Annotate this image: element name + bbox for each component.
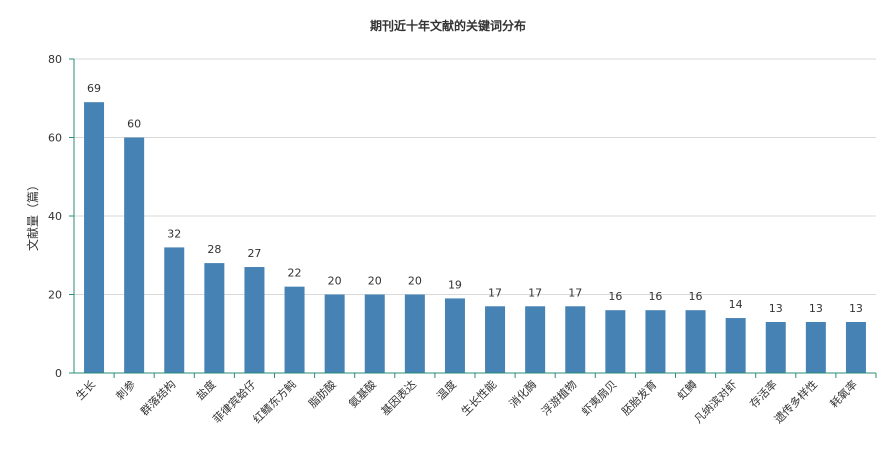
data-label: 20	[368, 275, 382, 288]
x-tick-label: 虹鳟	[674, 377, 699, 402]
bar	[565, 306, 586, 373]
bar	[525, 306, 546, 373]
chart-title: 期刊近十年文献的关键词分布	[369, 19, 526, 33]
data-label: 28	[207, 243, 221, 256]
x-tick-label: 存活率	[747, 377, 780, 410]
data-label: 14	[729, 298, 743, 311]
bar	[845, 321, 866, 373]
x-tick-label: 生长性能	[458, 377, 499, 418]
x-tick-label: 群落结构	[137, 377, 178, 418]
data-label: 20	[408, 275, 422, 288]
gridlines	[74, 58, 876, 295]
data-label: 16	[608, 290, 622, 303]
data-label: 22	[288, 267, 302, 280]
bar	[404, 294, 425, 373]
bar	[685, 310, 706, 373]
x-tick-label: 氨基酸	[346, 377, 379, 410]
x-tick-label: 凡纳滨对虾	[691, 377, 740, 426]
data-label: 27	[247, 247, 261, 260]
bars	[84, 102, 866, 374]
bar	[244, 267, 265, 373]
y-tick-label: 80	[48, 53, 62, 66]
x-tick-label: 胚胎发育	[619, 377, 660, 418]
bar	[124, 137, 145, 373]
x-tick-label: 盐度	[193, 377, 218, 402]
y-axis-title: 文献量（篇）	[25, 179, 40, 251]
x-tick-label: 刺参	[113, 377, 138, 402]
x-tick-label: 虾夷扇贝	[578, 377, 619, 418]
bar	[725, 318, 746, 373]
bar	[84, 102, 105, 374]
data-label: 17	[528, 286, 542, 299]
x-tick-label: 脂肪酸	[306, 377, 339, 410]
x-tick-label: 温度	[434, 377, 459, 402]
x-tick-label: 遗传多样性	[771, 377, 820, 426]
y-tick-label: 40	[48, 210, 62, 223]
data-label: 13	[809, 302, 823, 315]
bar	[284, 286, 305, 373]
bar	[645, 310, 666, 373]
y-tick-label: 0	[55, 367, 62, 380]
data-label: 17	[488, 286, 502, 299]
bar	[485, 306, 506, 373]
x-tick-label: 生长	[73, 377, 98, 402]
bar	[765, 321, 786, 373]
y-tick-label: 60	[48, 132, 62, 145]
data-label: 17	[568, 286, 582, 299]
data-label: 13	[849, 302, 863, 315]
data-label: 60	[127, 118, 141, 131]
x-tick-label: 浮游植物	[538, 377, 579, 418]
bar	[204, 263, 225, 373]
data-label: 32	[167, 227, 181, 240]
x-tick-label: 基因表达	[378, 377, 419, 418]
data-label: 16	[648, 290, 662, 303]
data-label: 20	[328, 275, 342, 288]
bar	[364, 294, 385, 373]
x-tick-label: 红鳍东方鲀	[250, 377, 299, 426]
data-label: 19	[448, 278, 462, 291]
data-label: 16	[689, 290, 703, 303]
y-tick-label: 20	[48, 289, 62, 302]
x-tick-label: 耗氧率	[827, 377, 860, 410]
bar	[605, 310, 626, 373]
bar	[324, 294, 345, 373]
bar	[164, 247, 185, 373]
axes	[69, 58, 877, 378]
bar	[805, 321, 826, 373]
data-label: 69	[87, 82, 101, 95]
bar	[444, 298, 465, 373]
data-label: 13	[769, 302, 783, 315]
x-tick-label: 消化酶	[506, 377, 539, 410]
